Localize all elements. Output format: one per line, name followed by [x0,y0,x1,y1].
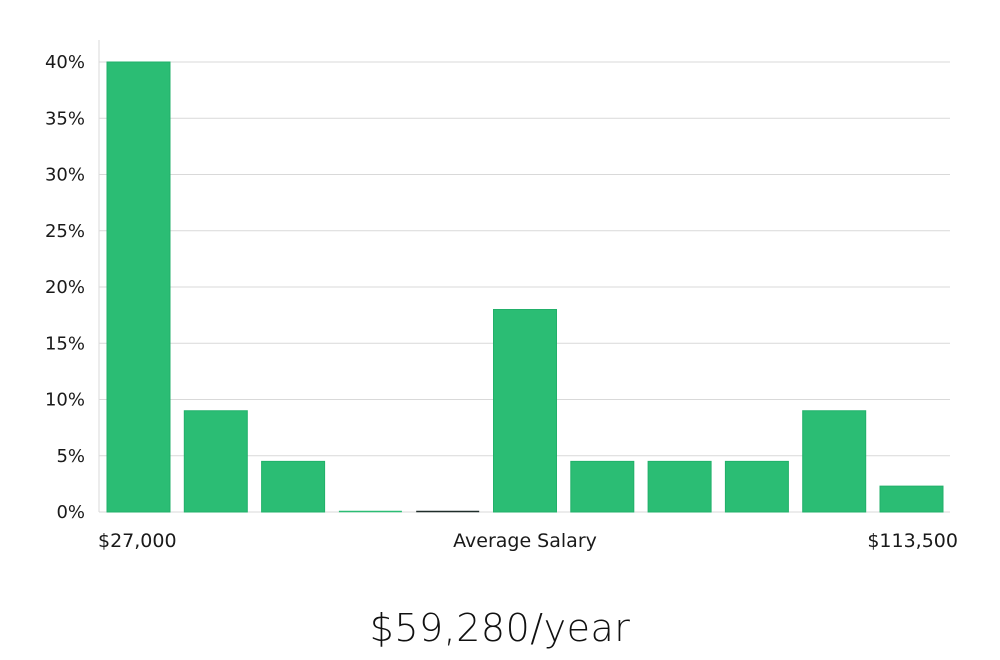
bar [106,61,171,513]
x-axis-max-label: $113,500 [867,530,958,552]
bars [106,61,944,513]
y-tick-label: 5% [56,446,85,467]
y-tick-label: 40% [45,52,85,73]
bar [183,410,248,513]
bar [879,485,944,513]
bar [802,410,867,513]
bar [570,460,635,513]
salary-histogram: 0% 5% 10% 15% 20% 25% 30% 35% 40% $27,000 Averag… [45,40,958,552]
y-axis-ticks: 0% 5% 10% 15% 20% 25% 30% 35% 40% [45,52,85,523]
x-axis-title: Average Salary [453,530,597,552]
bar [647,460,712,513]
bar [261,460,326,513]
y-tick-label: 25% [45,221,85,242]
y-tick-label: 15% [45,333,85,354]
y-tick-label: 35% [45,108,85,129]
bar [724,460,789,513]
y-tick-label: 0% [56,502,85,523]
y-tick-label: 30% [45,165,85,186]
y-tick-label: 20% [45,277,85,298]
y-tick-label: 10% [45,390,85,411]
average-salary-value: $59,280/year [369,606,631,650]
x-axis-min-label: $27,000 [98,530,177,552]
bar [493,309,557,513]
